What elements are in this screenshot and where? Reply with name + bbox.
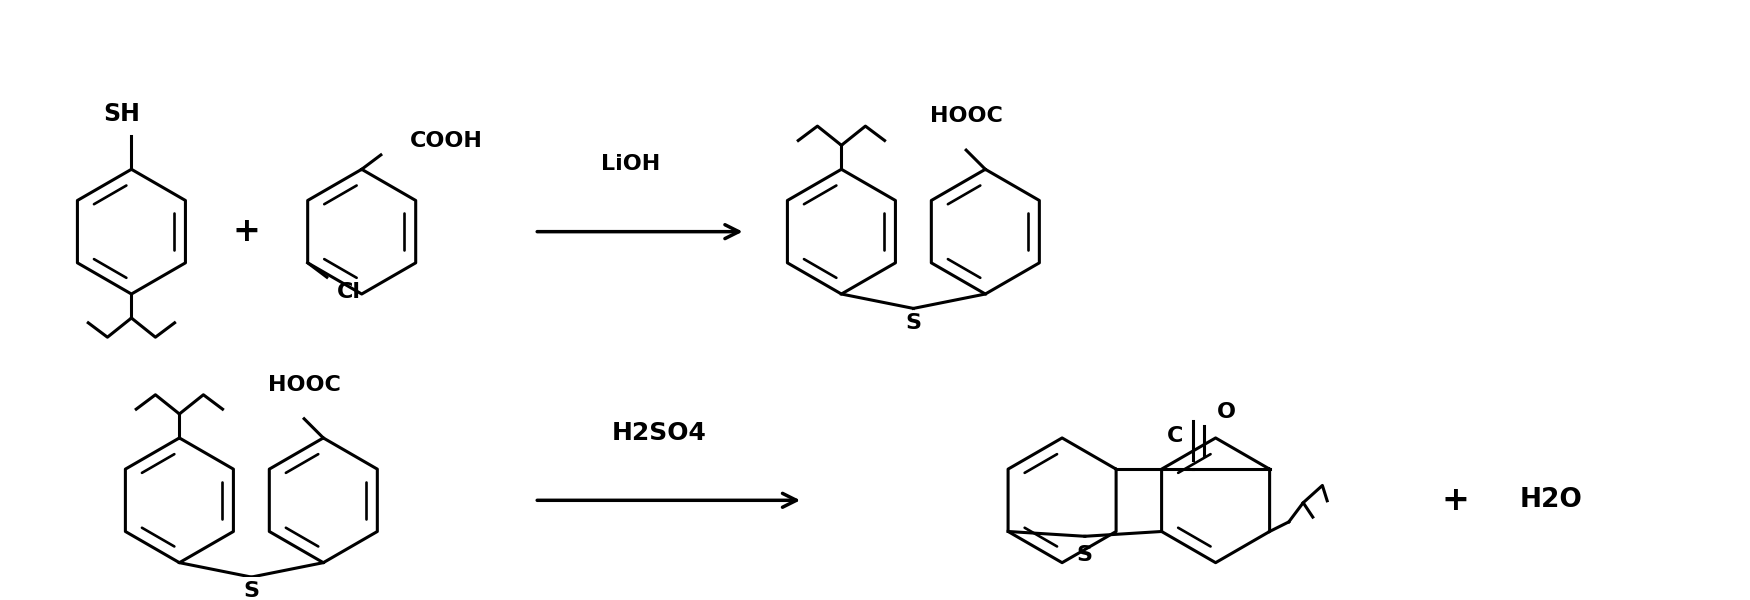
Text: +: + [233,215,261,248]
Text: H2O: H2O [1521,487,1582,514]
Text: C: C [1167,425,1183,446]
Text: S: S [1076,545,1092,565]
Text: HOOC: HOOC [929,106,1003,126]
Text: Cl: Cl [336,281,360,302]
Text: +: + [1442,484,1470,517]
Text: H2SO4: H2SO4 [612,421,707,445]
Text: O: O [1216,401,1236,422]
Text: S: S [905,313,922,333]
Text: LiOH: LiOH [600,154,660,175]
Text: HOOC: HOOC [268,375,341,395]
Text: SH: SH [103,102,140,126]
Text: COOH: COOH [410,131,483,151]
Text: S: S [243,581,259,600]
